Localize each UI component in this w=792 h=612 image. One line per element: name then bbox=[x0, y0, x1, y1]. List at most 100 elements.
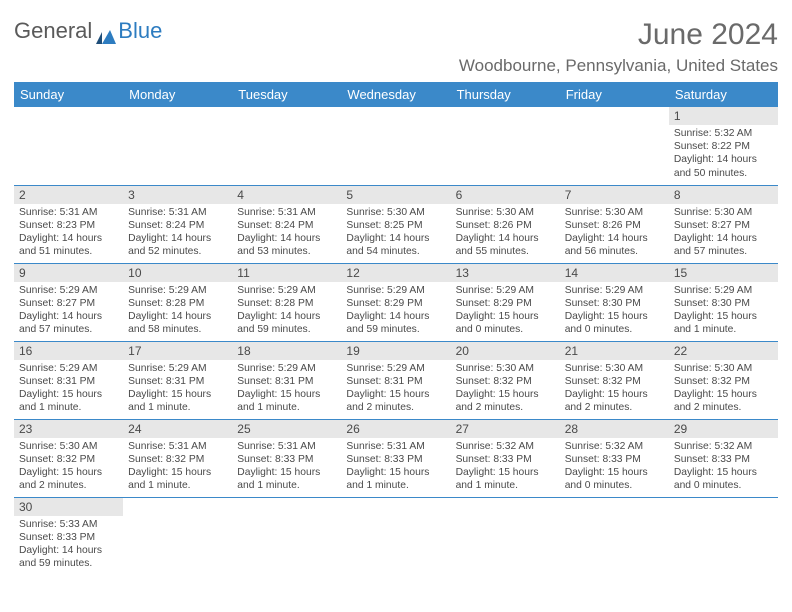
calendar-day-cell bbox=[341, 497, 450, 575]
title-block: June 2024 Woodbourne, Pennsylvania, Unit… bbox=[459, 18, 778, 76]
day-number: 30 bbox=[14, 498, 123, 516]
day-details: Sunrise: 5:30 AMSunset: 8:32 PMDaylight:… bbox=[451, 360, 560, 418]
day-number: 23 bbox=[14, 420, 123, 438]
sunrise-text: Sunrise: 5:30 AM bbox=[565, 206, 664, 219]
logo-text-general: General bbox=[14, 18, 92, 44]
day-number: 16 bbox=[14, 342, 123, 360]
sunset-text: Sunset: 8:24 PM bbox=[128, 219, 227, 232]
weekday-header: Monday bbox=[123, 82, 232, 107]
daylight-text: Daylight: 15 hours and 1 minute. bbox=[456, 466, 555, 492]
day-details: Sunrise: 5:32 AMSunset: 8:33 PMDaylight:… bbox=[560, 438, 669, 496]
calendar-day-cell: 21Sunrise: 5:30 AMSunset: 8:32 PMDayligh… bbox=[560, 341, 669, 419]
calendar-day-cell: 23Sunrise: 5:30 AMSunset: 8:32 PMDayligh… bbox=[14, 419, 123, 497]
calendar-day-cell: 13Sunrise: 5:29 AMSunset: 8:29 PMDayligh… bbox=[451, 263, 560, 341]
calendar-day-cell bbox=[341, 107, 450, 185]
day-details: Sunrise: 5:31 AMSunset: 8:23 PMDaylight:… bbox=[14, 204, 123, 262]
calendar-week-row: 23Sunrise: 5:30 AMSunset: 8:32 PMDayligh… bbox=[14, 419, 778, 497]
day-details: Sunrise: 5:30 AMSunset: 8:26 PMDaylight:… bbox=[451, 204, 560, 262]
weekday-header: Friday bbox=[560, 82, 669, 107]
daylight-text: Daylight: 15 hours and 2 minutes. bbox=[456, 388, 555, 414]
day-number: 26 bbox=[341, 420, 450, 438]
calendar-day-cell: 17Sunrise: 5:29 AMSunset: 8:31 PMDayligh… bbox=[123, 341, 232, 419]
sunset-text: Sunset: 8:23 PM bbox=[19, 219, 118, 232]
day-number: 7 bbox=[560, 186, 669, 204]
calendar-week-row: 16Sunrise: 5:29 AMSunset: 8:31 PMDayligh… bbox=[14, 341, 778, 419]
calendar-day-cell: 29Sunrise: 5:32 AMSunset: 8:33 PMDayligh… bbox=[669, 419, 778, 497]
sunrise-text: Sunrise: 5:31 AM bbox=[237, 206, 336, 219]
logo-text-blue: Blue bbox=[118, 18, 162, 44]
daylight-text: Daylight: 14 hours and 52 minutes. bbox=[128, 232, 227, 258]
sunrise-text: Sunrise: 5:31 AM bbox=[237, 440, 336, 453]
day-number: 22 bbox=[669, 342, 778, 360]
sunrise-text: Sunrise: 5:29 AM bbox=[19, 362, 118, 375]
calendar-day-cell: 9Sunrise: 5:29 AMSunset: 8:27 PMDaylight… bbox=[14, 263, 123, 341]
calendar-day-cell: 1Sunrise: 5:32 AMSunset: 8:22 PMDaylight… bbox=[669, 107, 778, 185]
sunrise-text: Sunrise: 5:29 AM bbox=[19, 284, 118, 297]
day-details: Sunrise: 5:32 AMSunset: 8:33 PMDaylight:… bbox=[669, 438, 778, 496]
day-details: Sunrise: 5:29 AMSunset: 8:27 PMDaylight:… bbox=[14, 282, 123, 340]
sunset-text: Sunset: 8:29 PM bbox=[456, 297, 555, 310]
weekday-header: Tuesday bbox=[232, 82, 341, 107]
day-number: 6 bbox=[451, 186, 560, 204]
day-number: 9 bbox=[14, 264, 123, 282]
day-number: 2 bbox=[14, 186, 123, 204]
calendar-day-cell: 10Sunrise: 5:29 AMSunset: 8:28 PMDayligh… bbox=[123, 263, 232, 341]
weekday-header: Saturday bbox=[669, 82, 778, 107]
sunrise-text: Sunrise: 5:29 AM bbox=[565, 284, 664, 297]
day-number: 27 bbox=[451, 420, 560, 438]
sunset-text: Sunset: 8:30 PM bbox=[565, 297, 664, 310]
day-details: Sunrise: 5:32 AMSunset: 8:33 PMDaylight:… bbox=[451, 438, 560, 496]
day-details: Sunrise: 5:31 AMSunset: 8:24 PMDaylight:… bbox=[123, 204, 232, 262]
sunrise-text: Sunrise: 5:29 AM bbox=[346, 362, 445, 375]
sunrise-text: Sunrise: 5:32 AM bbox=[456, 440, 555, 453]
sunset-text: Sunset: 8:33 PM bbox=[674, 453, 773, 466]
daylight-text: Daylight: 14 hours and 55 minutes. bbox=[456, 232, 555, 258]
day-number: 25 bbox=[232, 420, 341, 438]
calendar-day-cell: 8Sunrise: 5:30 AMSunset: 8:27 PMDaylight… bbox=[669, 185, 778, 263]
daylight-text: Daylight: 15 hours and 2 minutes. bbox=[674, 388, 773, 414]
sunset-text: Sunset: 8:31 PM bbox=[128, 375, 227, 388]
day-number: 14 bbox=[560, 264, 669, 282]
calendar-day-cell: 2Sunrise: 5:31 AMSunset: 8:23 PMDaylight… bbox=[14, 185, 123, 263]
calendar-day-cell: 11Sunrise: 5:29 AMSunset: 8:28 PMDayligh… bbox=[232, 263, 341, 341]
calendar-day-cell: 19Sunrise: 5:29 AMSunset: 8:31 PMDayligh… bbox=[341, 341, 450, 419]
day-details: Sunrise: 5:32 AMSunset: 8:22 PMDaylight:… bbox=[669, 125, 778, 183]
daylight-text: Daylight: 15 hours and 1 minute. bbox=[674, 310, 773, 336]
daylight-text: Daylight: 15 hours and 1 minute. bbox=[19, 388, 118, 414]
day-number: 17 bbox=[123, 342, 232, 360]
sunset-text: Sunset: 8:28 PM bbox=[237, 297, 336, 310]
day-number: 13 bbox=[451, 264, 560, 282]
daylight-text: Daylight: 15 hours and 0 minutes. bbox=[565, 466, 664, 492]
day-details: Sunrise: 5:30 AMSunset: 8:27 PMDaylight:… bbox=[669, 204, 778, 262]
calendar-day-cell: 6Sunrise: 5:30 AMSunset: 8:26 PMDaylight… bbox=[451, 185, 560, 263]
day-number: 8 bbox=[669, 186, 778, 204]
sunset-text: Sunset: 8:27 PM bbox=[674, 219, 773, 232]
sunrise-text: Sunrise: 5:31 AM bbox=[128, 206, 227, 219]
sunset-text: Sunset: 8:33 PM bbox=[565, 453, 664, 466]
daylight-text: Daylight: 15 hours and 1 minute. bbox=[346, 466, 445, 492]
sunrise-text: Sunrise: 5:32 AM bbox=[674, 127, 773, 140]
sunrise-text: Sunrise: 5:29 AM bbox=[128, 362, 227, 375]
month-title: June 2024 bbox=[459, 18, 778, 52]
sunrise-text: Sunrise: 5:31 AM bbox=[128, 440, 227, 453]
calendar-day-cell: 28Sunrise: 5:32 AMSunset: 8:33 PMDayligh… bbox=[560, 419, 669, 497]
daylight-text: Daylight: 15 hours and 2 minutes. bbox=[346, 388, 445, 414]
calendar-day-cell: 24Sunrise: 5:31 AMSunset: 8:32 PMDayligh… bbox=[123, 419, 232, 497]
day-number: 12 bbox=[341, 264, 450, 282]
daylight-text: Daylight: 15 hours and 2 minutes. bbox=[19, 466, 118, 492]
sunset-text: Sunset: 8:30 PM bbox=[674, 297, 773, 310]
day-details: Sunrise: 5:33 AMSunset: 8:33 PMDaylight:… bbox=[14, 516, 123, 574]
sunrise-text: Sunrise: 5:30 AM bbox=[674, 206, 773, 219]
calendar-week-row: 9Sunrise: 5:29 AMSunset: 8:27 PMDaylight… bbox=[14, 263, 778, 341]
calendar-week-row: 2Sunrise: 5:31 AMSunset: 8:23 PMDaylight… bbox=[14, 185, 778, 263]
day-details: Sunrise: 5:29 AMSunset: 8:28 PMDaylight:… bbox=[232, 282, 341, 340]
sunrise-text: Sunrise: 5:29 AM bbox=[128, 284, 227, 297]
daylight-text: Daylight: 14 hours and 53 minutes. bbox=[237, 232, 336, 258]
sunrise-text: Sunrise: 5:29 AM bbox=[674, 284, 773, 297]
daylight-text: Daylight: 14 hours and 58 minutes. bbox=[128, 310, 227, 336]
day-number: 18 bbox=[232, 342, 341, 360]
day-number: 10 bbox=[123, 264, 232, 282]
calendar-day-cell bbox=[232, 107, 341, 185]
sunset-text: Sunset: 8:26 PM bbox=[456, 219, 555, 232]
day-number: 11 bbox=[232, 264, 341, 282]
